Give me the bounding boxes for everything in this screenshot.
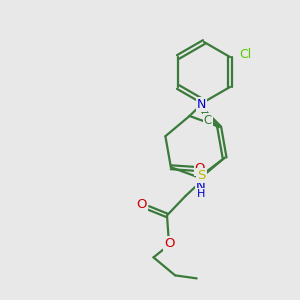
Text: C: C xyxy=(203,114,212,127)
Text: Cl: Cl xyxy=(240,47,252,61)
Text: S: S xyxy=(197,169,206,182)
Text: O: O xyxy=(195,162,205,175)
Text: O: O xyxy=(136,198,147,212)
Text: H: H xyxy=(197,189,205,199)
Text: O: O xyxy=(164,237,174,250)
Text: N: N xyxy=(197,98,206,111)
Text: N: N xyxy=(196,180,206,193)
